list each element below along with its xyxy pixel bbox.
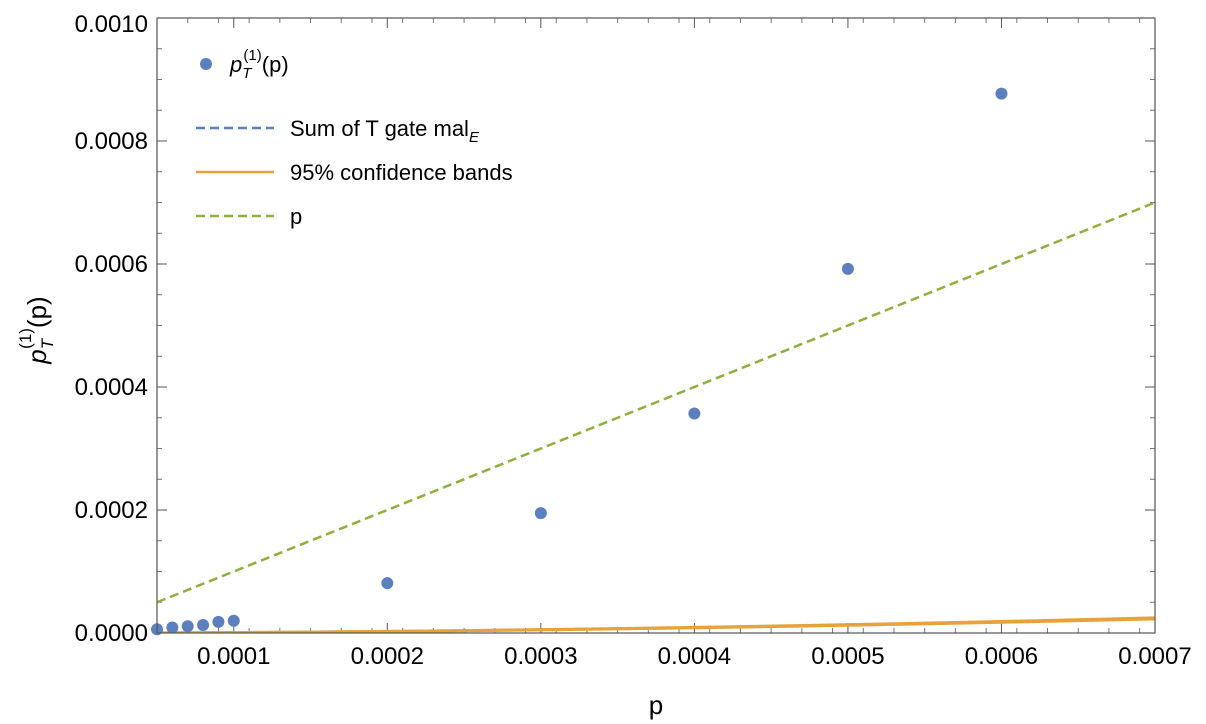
data-point — [688, 407, 701, 420]
x-tick-label: 0.0007 — [1118, 643, 1191, 670]
y-axis-label: pT(1)(p) — [16, 296, 57, 364]
data-point — [197, 619, 210, 632]
data-point — [534, 507, 547, 520]
data-point — [995, 87, 1008, 100]
legend-label-bands: 95% confidence bands — [290, 160, 513, 185]
x-tick-labels: 0.0001 0.0002 0.0003 0.0004 0.0005 0.0006 0.00… — [197, 643, 1192, 670]
y-tick-label: 0.0004 — [75, 374, 148, 401]
y-tick-label: 0.0000 — [75, 620, 148, 647]
y-tick-label: 0.0008 — [75, 128, 148, 155]
legend-label-linear: p — [290, 204, 302, 229]
x-tick-label: 0.0006 — [965, 643, 1038, 670]
plot-frame — [156, 17, 1156, 634]
x-tick-label: 0.0001 — [197, 643, 270, 670]
confidence-band-line — [157, 617, 1155, 633]
plot-background — [157, 18, 1155, 633]
data-point — [381, 577, 394, 590]
data-point — [841, 262, 854, 275]
x-tick-label: 0.0002 — [351, 643, 424, 670]
legend-label-fit: Sum of T gate malE — [290, 116, 480, 146]
legend-label-points: pT(1)(p) — [229, 47, 289, 82]
lines-layer — [157, 201, 1155, 633]
x-tick-label: 0.0005 — [811, 643, 884, 670]
x-tick-label: 0.0004 — [658, 643, 731, 670]
data-point — [181, 620, 194, 633]
legend: pT(1)(p) Sum of T gate malE 95% confiden… — [196, 47, 513, 229]
y-tick-label: 0.0002 — [75, 497, 148, 524]
x-tick-label: 0.0003 — [504, 643, 577, 670]
reference-line-p — [157, 201, 1155, 604]
data-point — [166, 621, 179, 634]
y-tick-label: 0.0006 — [75, 251, 148, 278]
points-layer — [151, 87, 1008, 636]
x-axis-label: p — [649, 690, 663, 720]
legend-marker-points — [200, 58, 212, 70]
data-point — [212, 615, 225, 628]
y-tick-label: 0.0010 — [75, 11, 148, 38]
y-tick-labels: 0.0000 0.0002 0.0004 0.0006 0.0008 0.0010 — [75, 11, 148, 647]
data-point — [227, 614, 240, 627]
